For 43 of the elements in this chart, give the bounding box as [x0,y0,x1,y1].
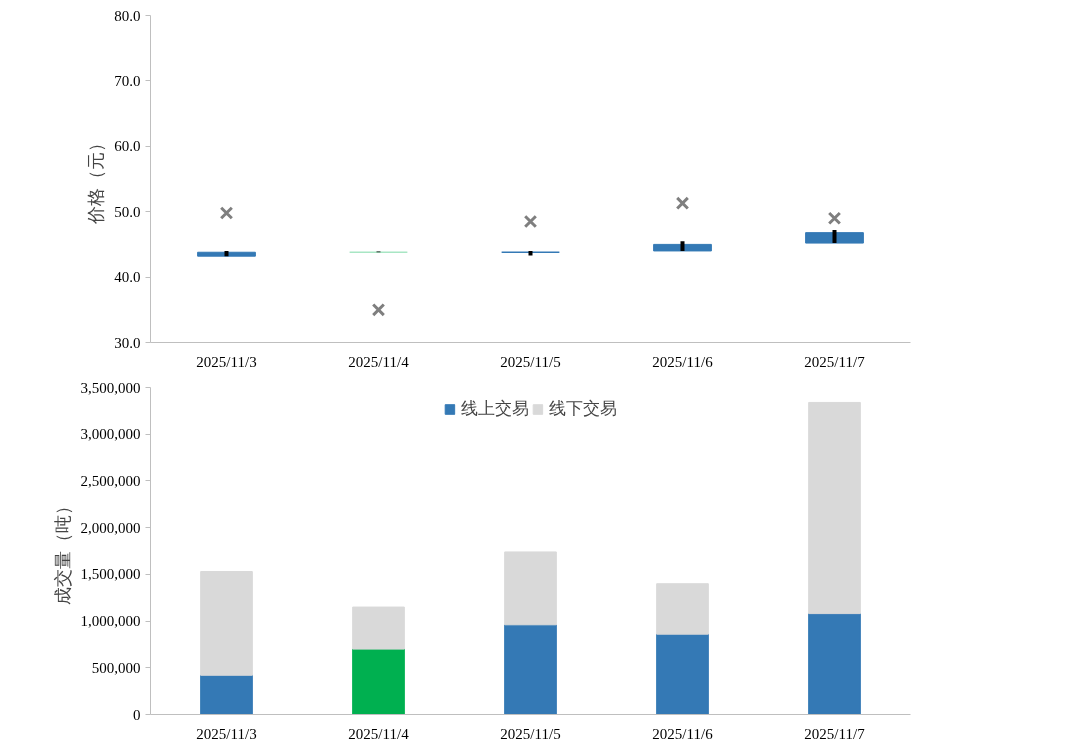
y-tick-label: 1,500,000 [80,566,141,583]
bar [504,624,557,715]
y-tick-label: 2,000,000 [80,519,141,536]
y-axis-title: 价格（元） [86,134,107,225]
y-tick-label: 1,000,000 [80,613,141,630]
point [523,214,538,229]
x-tick-label: 2025/11/7 [804,725,866,742]
x-tick-label: 2025/11/4 [348,353,410,370]
x-tick-label: 2025/11/5 [500,725,561,742]
x-tick-label: 2025/11/3 [196,353,257,370]
bar [504,551,557,626]
x-tick-label: 2025/11/6 [652,353,714,370]
point [371,303,386,317]
y-tick-label: 0 [133,706,141,723]
bar [352,648,405,715]
point [219,206,234,220]
y-tick-label: 500,000 [91,659,141,676]
bar [656,583,709,635]
x-tick-label: 2025/11/4 [348,725,410,742]
x-tick-label: 2025/11/3 [196,725,257,742]
y-tick-label: 60.0 [114,138,141,155]
x-tick-label: 2025/11/7 [804,353,866,370]
y-tick-label: 70.0 [114,72,141,89]
bar [200,674,253,715]
y-tick-label: 50.0 [114,203,141,220]
x-tick-label: 2025/11/6 [652,725,714,742]
y-axis-title: 成交量（吨） [52,497,73,605]
point [827,211,842,226]
x-tick-label: 2025/11/5 [500,353,561,370]
bar [808,401,861,615]
legend-label: 线上交易 [460,398,529,420]
legend-label: 线下交易 [548,398,617,420]
point [675,196,690,210]
bar [808,613,861,715]
y-tick-label: 40.0 [114,269,141,286]
bar [200,571,253,676]
y-tick-label: 30.0 [114,334,141,351]
y-tick-label: 3,000,000 [80,426,141,443]
y-tick-label: 3,500,000 [80,379,141,396]
y-tick-label: 80.0 [114,7,141,24]
bar [352,606,405,650]
y-tick-label: 2,500,000 [80,472,141,489]
bar [656,633,709,715]
